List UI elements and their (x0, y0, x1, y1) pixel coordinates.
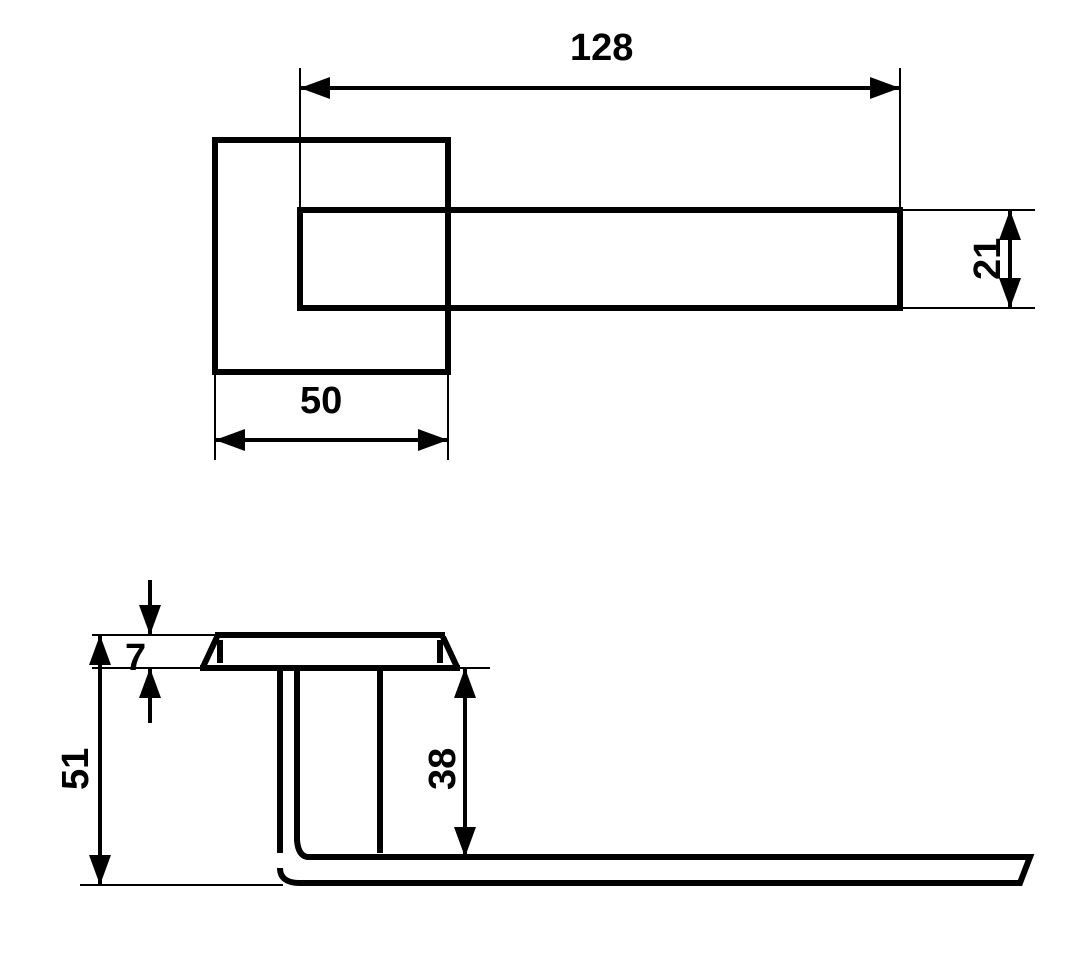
dim-label-d128: 128 (570, 27, 633, 69)
dim-label-d38: 38 (422, 748, 464, 790)
technical-drawing: 128 50 21 7 38 51 (0, 0, 1080, 965)
sideview-plate_chamf_L (203, 637, 217, 667)
sideview-plate_chamf_R (443, 637, 457, 667)
sideview-handle (280, 670, 1030, 883)
dim-label-d7: 7 (125, 637, 146, 679)
dim-label-d51: 51 (55, 748, 97, 790)
dim-label-d21: 21 (967, 238, 1009, 280)
topview-handle (300, 210, 900, 308)
dim-label-d50: 50 (300, 380, 342, 422)
topview-plate (215, 140, 448, 372)
